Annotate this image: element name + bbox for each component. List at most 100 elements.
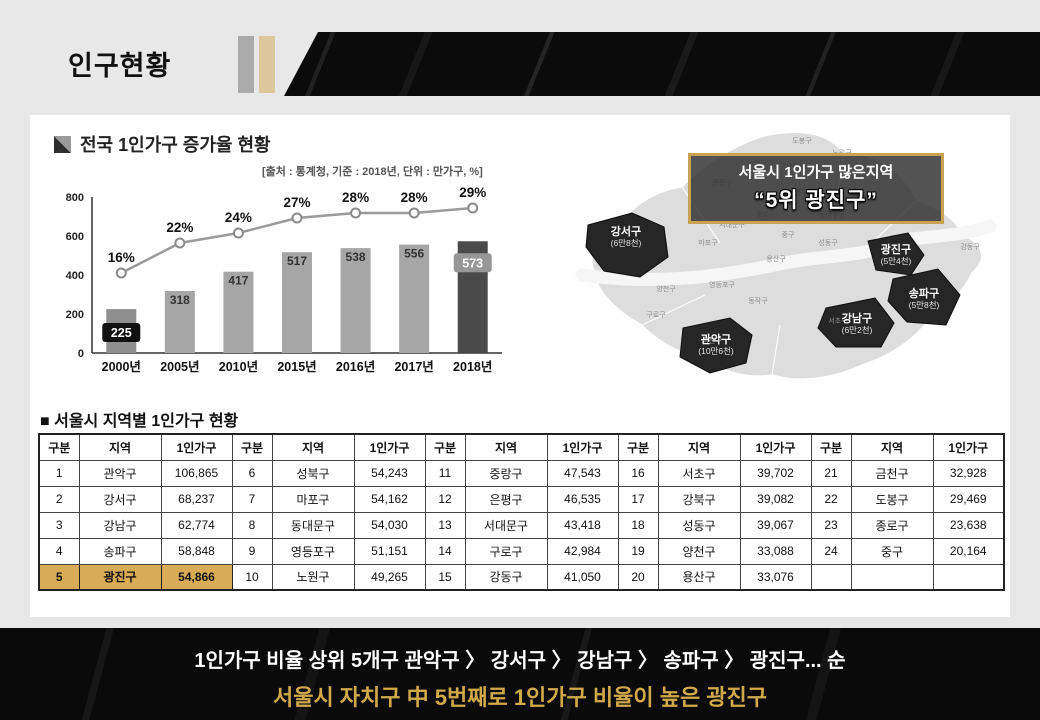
callout-line2: “5위 광진구” bbox=[754, 189, 878, 212]
table-cell: 10 bbox=[231, 563, 273, 591]
table-cell: 서초구 bbox=[657, 459, 741, 487]
table-header-cell: 구분 bbox=[38, 433, 80, 461]
table-cell bbox=[850, 563, 934, 591]
svg-text:200: 200 bbox=[66, 309, 84, 321]
table-cell: 14 bbox=[424, 537, 466, 565]
table-header-cell: 지역 bbox=[464, 433, 548, 461]
table-cell: 광진구 bbox=[78, 563, 162, 591]
table-cell: 9 bbox=[231, 537, 273, 565]
table-header-cell: 1인가구 bbox=[739, 433, 812, 461]
table-header-cell: 구분 bbox=[810, 433, 852, 461]
table-cell: 5 bbox=[38, 563, 80, 591]
table-cell: 19 bbox=[617, 537, 659, 565]
map-minor-district-label: 중구 bbox=[781, 232, 795, 239]
table-header-cell: 지역 bbox=[850, 433, 934, 461]
table-cell: 33,076 bbox=[739, 563, 812, 591]
table-cell: 12 bbox=[424, 485, 466, 513]
table-header-cell: 지역 bbox=[78, 433, 162, 461]
table-cell: 106,865 bbox=[160, 459, 233, 487]
table-cell: 은평구 bbox=[464, 485, 548, 513]
svg-text:24%: 24% bbox=[225, 210, 252, 225]
seoul-map: 도봉구노원구강북구은평구성북구중랑구종로구동대문구서대문구마포구중구성동구강동구… bbox=[570, 125, 998, 400]
table-header-cell: 구분 bbox=[424, 433, 466, 461]
map-minor-district-label: 구로구 bbox=[646, 312, 666, 319]
svg-text:2015년: 2015년 bbox=[277, 360, 316, 374]
svg-text:225: 225 bbox=[111, 326, 132, 340]
svg-text:16%: 16% bbox=[108, 250, 135, 265]
table-cell: 54,162 bbox=[353, 485, 426, 513]
table-cell: 39,702 bbox=[739, 459, 812, 487]
svg-text:2010년: 2010년 bbox=[219, 360, 258, 374]
svg-text:556: 556 bbox=[404, 247, 424, 261]
table-cell: 7 bbox=[231, 485, 273, 513]
map-minor-district-label: 서초구 bbox=[828, 318, 848, 325]
table-cell: 47,543 bbox=[546, 459, 619, 487]
map-minor-district-label: 도봉구 bbox=[792, 138, 812, 145]
map-minor-district-label: 서대문구 bbox=[719, 222, 745, 229]
table-cell: 서대문구 bbox=[464, 511, 548, 539]
table-cell: 관악구 bbox=[78, 459, 162, 487]
map-minor-district-label: 동작구 bbox=[748, 298, 768, 305]
table-header-cell: 구분 bbox=[231, 433, 273, 461]
table-cell: 33,088 bbox=[739, 537, 812, 565]
content-card: 전국 1인가구 증가율 현황 [출처 : 통계청, 기준 : 2018년, 단위… bbox=[30, 115, 1010, 617]
table-cell bbox=[932, 563, 1005, 591]
table-cell: 17 bbox=[617, 485, 659, 513]
svg-text:28%: 28% bbox=[342, 190, 369, 205]
table-cell: 성북구 bbox=[271, 459, 355, 487]
table-cell: 4 bbox=[38, 537, 80, 565]
table-cell: 중랑구 bbox=[464, 459, 548, 487]
map-minor-district-label: 용산구 bbox=[766, 256, 786, 263]
table-cell: 24 bbox=[810, 537, 852, 565]
svg-text:27%: 27% bbox=[283, 195, 310, 210]
table-cell: 54,866 bbox=[160, 563, 233, 591]
table-cell: 21 bbox=[810, 459, 852, 487]
table-cell: 32,928 bbox=[932, 459, 1005, 487]
map-minor-district-label: 강동구 bbox=[960, 244, 980, 251]
table-cell: 62,774 bbox=[160, 511, 233, 539]
map-callout: 서울시 1인가구 많은지역 “5위 광진구” bbox=[688, 153, 944, 224]
map-district-label: 송파구 (5만8천) bbox=[908, 287, 940, 310]
table-header-cell: 1인가구 bbox=[353, 433, 426, 461]
table-row: 1 관악구 106,865 6 성북구 54,243 11 중랑구 47,543 16 서초구 39,… bbox=[38, 459, 1005, 487]
table-cell: 성동구 bbox=[657, 511, 741, 539]
svg-text:2000년: 2000년 bbox=[102, 360, 141, 374]
table-cell: 양천구 bbox=[657, 537, 741, 565]
page-title: 인구현황 bbox=[68, 51, 172, 81]
table-cell: 51,151 bbox=[353, 537, 426, 565]
table-header-row: 구분 지역 1인가구 구분 지역 1인가구 구분 지역 1인가구 구분 지역 1인가구 구분 지역 1인가구 bbox=[38, 433, 1005, 461]
table-cell: 22 bbox=[810, 485, 852, 513]
table-cell: 54,243 bbox=[353, 459, 426, 487]
svg-text:800: 800 bbox=[66, 192, 84, 204]
svg-text:573: 573 bbox=[462, 256, 483, 270]
table-cell: 20,164 bbox=[932, 537, 1005, 565]
table-cell: 49,265 bbox=[353, 563, 426, 591]
table-row: 4 송파구 58,848 9 영등포구 51,151 14 구로구 42,984 19 양천구 33,… bbox=[38, 537, 1005, 565]
table-cell: 강동구 bbox=[464, 563, 548, 591]
table-cell: 42,984 bbox=[546, 537, 619, 565]
table-header-cell: 1인가구 bbox=[160, 433, 233, 461]
table-row: 3 강남구 62,774 8 동대문구 54,030 13 서대문구 43,418 18 성동구 39… bbox=[38, 511, 1005, 539]
table-header-cell: 1인가구 bbox=[546, 433, 619, 461]
table-cell: 영등포구 bbox=[271, 537, 355, 565]
table-header-cell: 1인가구 bbox=[932, 433, 1005, 461]
svg-text:600: 600 bbox=[66, 231, 84, 243]
table-cell: 43,418 bbox=[546, 511, 619, 539]
table-cell: 46,535 bbox=[546, 485, 619, 513]
table-cell: 41,050 bbox=[546, 563, 619, 591]
svg-text:400: 400 bbox=[66, 270, 84, 282]
table-cell: 16 bbox=[617, 459, 659, 487]
region-table: 구분 지역 1인가구 구분 지역 1인가구 구분 지역 1인가구 구분 지역 1인가구 구분 지역 1인가구… bbox=[38, 433, 1005, 591]
svg-text:318: 318 bbox=[170, 293, 190, 307]
table-cell: 2 bbox=[38, 485, 80, 513]
table-cell: 23,638 bbox=[932, 511, 1005, 539]
table-cell: 20 bbox=[617, 563, 659, 591]
table-cell: 금천구 bbox=[850, 459, 934, 487]
footer-line2: 서울시 자치구 中 5번째로 1인가구 비율이 높은 광진구 bbox=[272, 685, 768, 710]
footer-banner: 1인가구 비율 상위 5개구 관악구 〉 강서구 〉 강남구 〉 송파구 〉 광… bbox=[0, 628, 1040, 720]
map-district-label: 관악구 (10만6천) bbox=[698, 333, 734, 356]
svg-text:517: 517 bbox=[287, 254, 307, 268]
map-district-label: 강서구 (6만8천) bbox=[610, 225, 642, 248]
map-minor-district-label: 양천구 bbox=[656, 286, 676, 293]
